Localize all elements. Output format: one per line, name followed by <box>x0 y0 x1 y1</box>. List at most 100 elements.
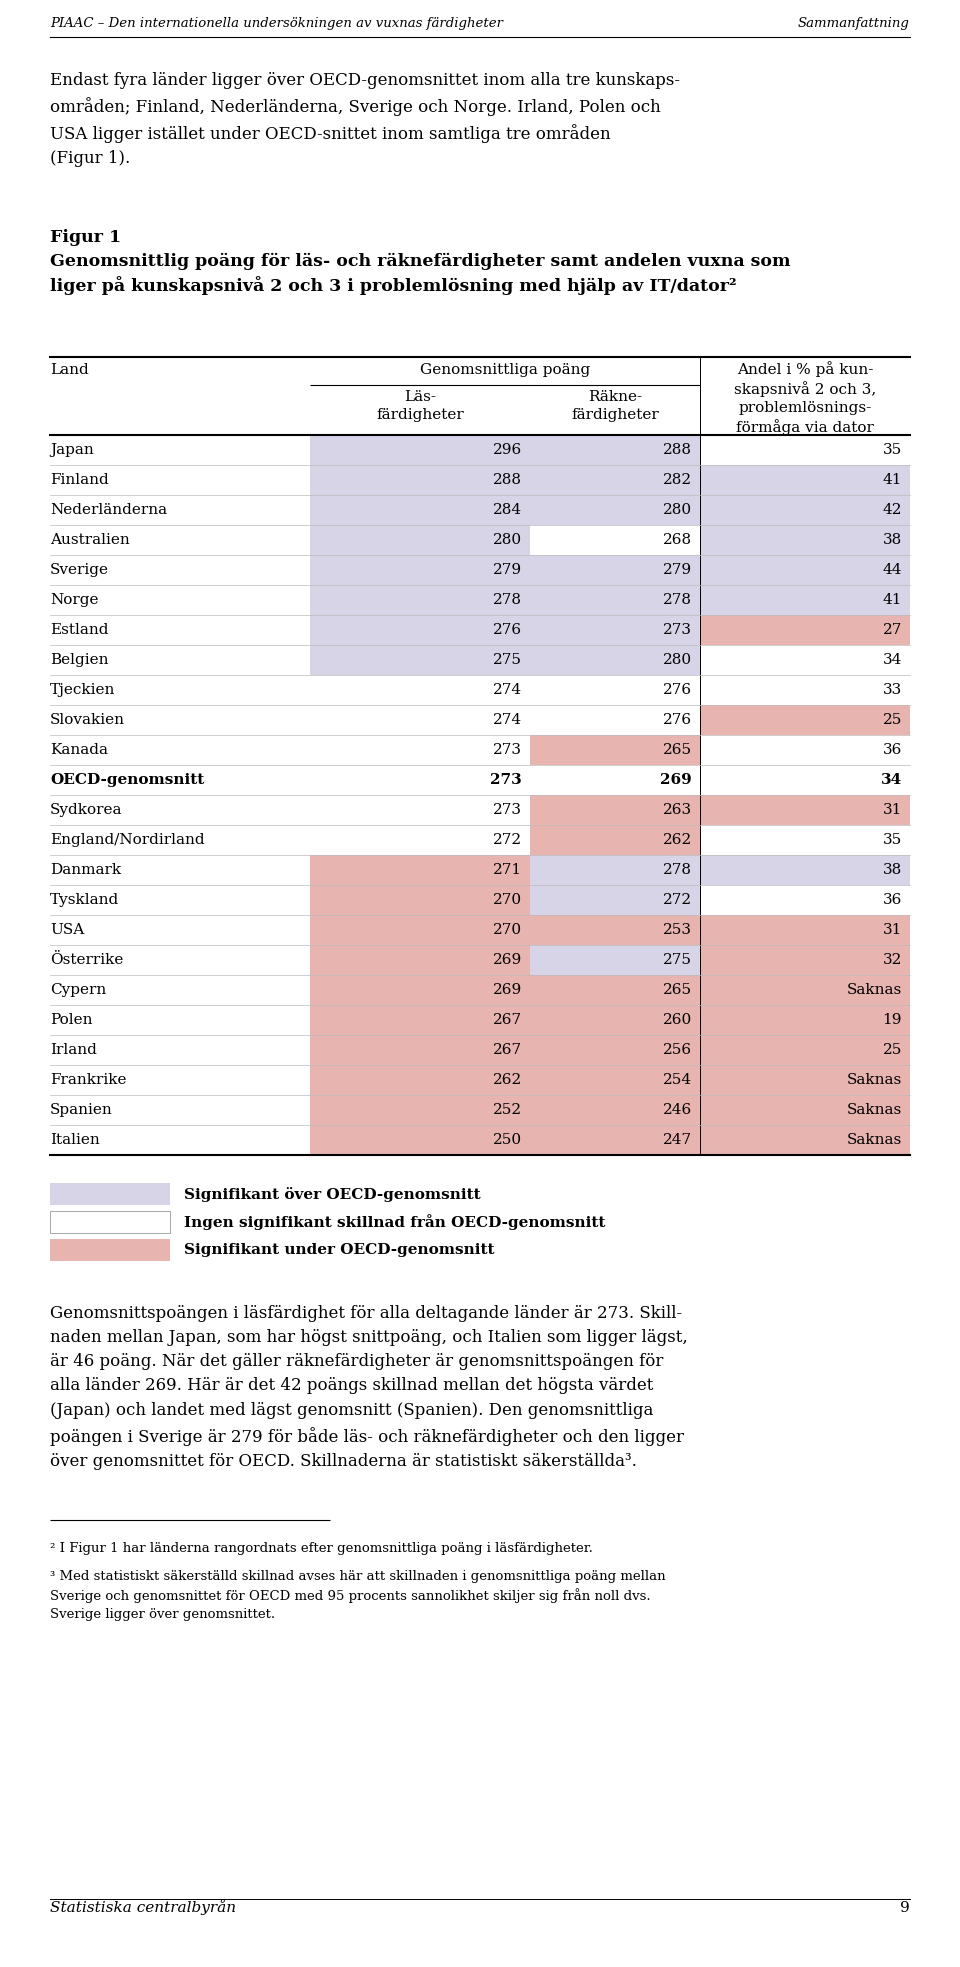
Text: Räkne-
färdigheter: Räkne- färdigheter <box>571 389 659 421</box>
Bar <box>530 1125 700 1155</box>
Bar <box>530 1064 700 1096</box>
Bar <box>530 1035 700 1064</box>
Text: 262: 262 <box>492 1074 522 1088</box>
Text: Slovakien: Slovakien <box>50 712 125 728</box>
Text: Land: Land <box>50 364 88 378</box>
Text: 278: 278 <box>663 864 692 877</box>
Text: Australien: Australien <box>50 533 130 547</box>
Text: 276: 276 <box>662 683 692 696</box>
Text: 271: 271 <box>492 864 522 877</box>
Text: 38: 38 <box>883 864 902 877</box>
Text: Japan: Japan <box>50 443 94 456</box>
Text: Ingen signifikant skillnad från OECD-genomsnitt: Ingen signifikant skillnad från OECD-gen… <box>184 1214 606 1229</box>
Text: Österrike: Österrike <box>50 952 124 968</box>
Text: 269: 269 <box>660 773 692 787</box>
Text: 247: 247 <box>662 1133 692 1147</box>
Bar <box>530 616 700 645</box>
Bar <box>310 616 530 645</box>
Text: 270: 270 <box>492 923 522 936</box>
Text: 256: 256 <box>662 1043 692 1056</box>
Text: Andel i % på kun-
skapsnivå 2 och 3,
problemlösnings-
förmåga via dator: Andel i % på kun- skapsnivå 2 och 3, pro… <box>733 362 876 435</box>
Bar <box>530 824 700 856</box>
Text: 269: 269 <box>492 952 522 968</box>
Text: 33: 33 <box>883 683 902 696</box>
Text: 272: 272 <box>492 832 522 848</box>
Bar <box>530 1096 700 1125</box>
Bar <box>700 525 910 555</box>
Text: 268: 268 <box>662 533 692 547</box>
Bar <box>310 645 530 675</box>
Text: Danmark: Danmark <box>50 864 121 877</box>
Text: Statistiska centralbyrån: Statistiska centralbyrån <box>50 1898 236 1916</box>
Text: ² I Figur 1 har länderna rangordnats efter genomsnittliga poäng i läsfärdigheter: ² I Figur 1 har länderna rangordnats eft… <box>50 1542 593 1556</box>
Text: 267: 267 <box>492 1013 522 1027</box>
Text: Genomsnittliga poäng: Genomsnittliga poäng <box>420 364 590 378</box>
Bar <box>50 1212 170 1233</box>
Text: Genomsnittlig poäng för läs- och räknefärdigheter samt andelen vuxna som
liger p: Genomsnittlig poäng för läs- och räknefä… <box>50 254 790 295</box>
Text: 272: 272 <box>662 893 692 907</box>
Bar <box>530 915 700 944</box>
Bar <box>310 1125 530 1155</box>
Text: 35: 35 <box>883 443 902 456</box>
Bar <box>700 944 910 976</box>
Text: 275: 275 <box>663 952 692 968</box>
Text: 296: 296 <box>492 443 522 456</box>
Text: 263: 263 <box>662 803 692 816</box>
Bar <box>310 1035 530 1064</box>
Text: 278: 278 <box>663 592 692 608</box>
Bar <box>310 496 530 525</box>
Text: Spanien: Spanien <box>50 1103 112 1117</box>
Text: 250: 250 <box>492 1133 522 1147</box>
Text: 278: 278 <box>493 592 522 608</box>
Text: 282: 282 <box>662 472 692 488</box>
Text: Kanada: Kanada <box>50 744 108 757</box>
Text: Sverige: Sverige <box>50 563 109 576</box>
Text: 270: 270 <box>492 893 522 907</box>
Text: 267: 267 <box>492 1043 522 1056</box>
Text: Polen: Polen <box>50 1013 92 1027</box>
Bar <box>530 464 700 496</box>
Bar <box>530 1005 700 1035</box>
Bar <box>310 976 530 1005</box>
Bar <box>530 795 700 824</box>
Text: Tjeckien: Tjeckien <box>50 683 115 696</box>
Bar <box>700 1064 910 1096</box>
Bar <box>310 856 530 885</box>
Text: England/Nordirland: England/Nordirland <box>50 832 204 848</box>
Bar <box>700 1035 910 1064</box>
Bar <box>310 584 530 616</box>
Text: 253: 253 <box>663 923 692 936</box>
Bar <box>50 1182 170 1206</box>
Bar <box>530 736 700 765</box>
Text: Tyskland: Tyskland <box>50 893 119 907</box>
Text: Norge: Norge <box>50 592 99 608</box>
Text: 274: 274 <box>492 712 522 728</box>
Text: Saknas: Saknas <box>847 1103 902 1117</box>
Text: 246: 246 <box>662 1103 692 1117</box>
Bar <box>530 645 700 675</box>
Bar <box>700 496 910 525</box>
Bar <box>310 944 530 976</box>
Text: 280: 280 <box>492 533 522 547</box>
Text: Saknas: Saknas <box>847 1133 902 1147</box>
Text: USA: USA <box>50 923 84 936</box>
Bar <box>700 915 910 944</box>
Text: Endast fyra länder ligger över OECD-genomsnittet inom alla tre kunskaps-
områden: Endast fyra länder ligger över OECD-geno… <box>50 73 680 167</box>
Bar <box>700 584 910 616</box>
Bar <box>530 976 700 1005</box>
Text: 273: 273 <box>663 624 692 637</box>
Text: 19: 19 <box>882 1013 902 1027</box>
Text: Genomsnittspoängen i läsfärdighet för alla deltagande länder är 273. Skill-
nade: Genomsnittspoängen i läsfärdighet för al… <box>50 1304 687 1469</box>
Bar <box>50 1239 170 1261</box>
Text: 279: 279 <box>492 563 522 576</box>
Text: 280: 280 <box>662 653 692 667</box>
Text: PIAAC – Den internationella undersökningen av vuxnas färdigheter: PIAAC – Den internationella undersökning… <box>50 18 503 30</box>
Text: 288: 288 <box>663 443 692 456</box>
Text: 38: 38 <box>883 533 902 547</box>
Text: 9: 9 <box>900 1900 910 1916</box>
Text: Frankrike: Frankrike <box>50 1074 127 1088</box>
Text: Estland: Estland <box>50 624 108 637</box>
Text: 41: 41 <box>882 592 902 608</box>
Text: Saknas: Saknas <box>847 1074 902 1088</box>
Bar <box>310 1064 530 1096</box>
